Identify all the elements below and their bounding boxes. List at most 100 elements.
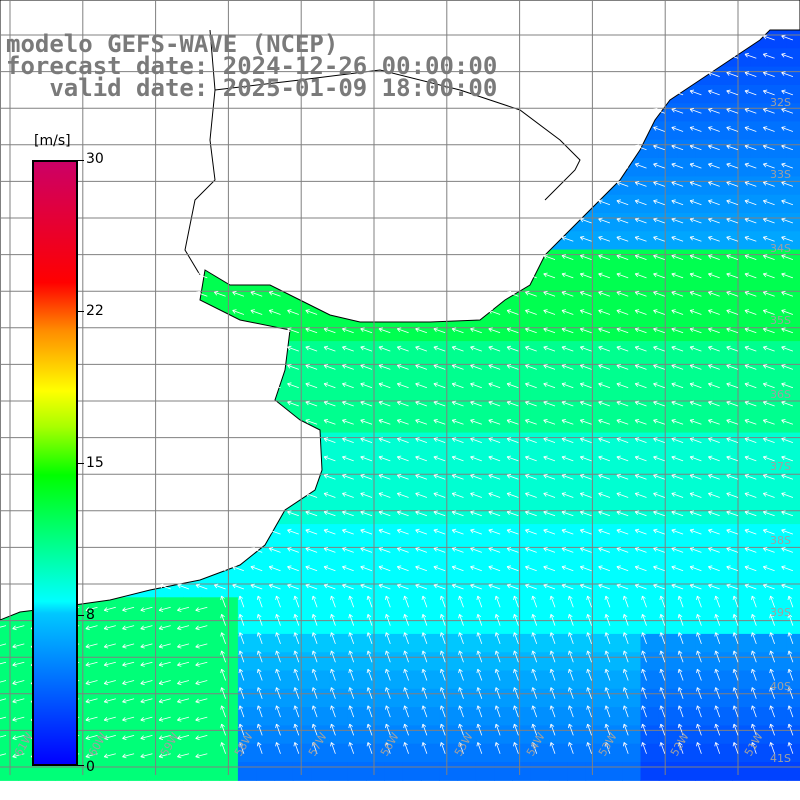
wind-speed-cell [603, 633, 623, 653]
wind-arrow [433, 455, 446, 462]
wind-speed-cell [658, 688, 678, 708]
wind-arrow [506, 473, 519, 480]
wind-speed-cell [475, 633, 495, 653]
wind-speed-cell [549, 688, 568, 708]
wind-speed-cell [457, 670, 477, 690]
wind-speed-cell [256, 652, 276, 672]
wind-speed-cell [658, 322, 678, 342]
wind-speed-cell [768, 286, 788, 306]
wind-arrow [543, 364, 556, 370]
wind-speed-cell [732, 121, 751, 141]
wind-speed-cell [677, 249, 696, 269]
wind-speed-cell [695, 158, 715, 177]
wind-speed-cell [366, 487, 385, 507]
wind-arrow [762, 217, 775, 224]
wind-speed-cell [237, 688, 257, 708]
wind-arrow [689, 89, 702, 96]
wind-speed-cell [530, 743, 550, 763]
wind-speed-cell [439, 707, 459, 726]
wind-arrow [470, 419, 482, 425]
wind-arrow [287, 309, 299, 315]
wind-speed-cell [677, 213, 696, 232]
wind-arrow [616, 473, 629, 480]
wind-arrow [488, 547, 501, 553]
wind-arrow [579, 528, 592, 535]
wind-speed-cell [732, 341, 751, 360]
wind-speed-cell [750, 194, 770, 214]
wind-speed-cell [494, 341, 513, 360]
wind-speed-cell [713, 139, 733, 159]
wind-speed-cell [640, 597, 660, 617]
wind-arrow [653, 492, 665, 498]
wind-arrow [140, 606, 153, 612]
wind-speed-cell [658, 579, 678, 598]
wind-arrow [744, 236, 757, 242]
wind-speed-cell [567, 322, 587, 342]
wind-speed-cell [329, 469, 349, 489]
wind-speed-cell [329, 396, 349, 415]
wind-speed-cell [311, 743, 330, 763]
wind-arrow [525, 272, 537, 279]
wind-speed-cell [549, 615, 568, 635]
wind-arrow [689, 217, 702, 224]
wind-arrow [762, 583, 775, 590]
wind-arrow [561, 419, 574, 425]
wind-speed-cell [695, 414, 715, 434]
wind-speed-cell [457, 524, 477, 543]
wind-speed-cell [750, 267, 770, 287]
wind-arrow [708, 382, 720, 389]
wind-speed-cell [713, 743, 733, 763]
wind-speed-cell [732, 139, 751, 159]
wind-arrow [671, 455, 684, 462]
wind-speed-cell [567, 414, 587, 434]
wind-arrow [323, 473, 336, 480]
wind-arrow [232, 309, 245, 315]
wind-speed-cell [530, 286, 550, 306]
wind-speed-cell [366, 396, 385, 415]
wind-arrow [726, 528, 739, 535]
wind-speed-cell [677, 432, 696, 452]
wind-speed-cell [549, 359, 568, 379]
wind-speed-cell [585, 762, 605, 781]
wind-speed-cell [640, 231, 660, 251]
wind-speed-cell [567, 542, 587, 562]
wind-speed-cell [713, 377, 733, 397]
wind-speed-cell [640, 341, 660, 360]
wind-arrow [671, 473, 684, 480]
coastline [0, 0, 800, 621]
wind-arrow [342, 364, 354, 370]
wind-arrow [671, 272, 684, 279]
wind-arrow [708, 455, 720, 462]
wind-speed-cell [512, 762, 532, 781]
wind-speed-cell [439, 725, 459, 745]
wind-speed-cell [622, 560, 642, 580]
wind-arrow [396, 419, 409, 425]
wind-arrow [451, 400, 464, 407]
wind-speed-cell [713, 670, 733, 690]
wind-speed-cell [183, 762, 202, 781]
wind-speed-cell [384, 743, 404, 763]
lat-label: 38S [770, 534, 791, 547]
wind-speed-cell [494, 707, 513, 726]
wind-speed-cell [311, 524, 330, 543]
wind-speed-cell [274, 579, 294, 598]
wind-arrow [506, 492, 519, 498]
wind-speed-cell [786, 633, 800, 653]
wind-arrow [762, 272, 775, 279]
wind-arrow [396, 400, 409, 407]
wind-arrow [781, 162, 794, 169]
wind-speed-cell [677, 139, 696, 159]
wind-speed-cell [603, 414, 623, 434]
wind-speed-cell [494, 377, 513, 397]
wind-speed-cell [713, 84, 733, 104]
wind-speed-cell [658, 633, 678, 653]
wind-speed-cell [585, 286, 605, 306]
wind-arrow [525, 364, 537, 370]
wind-speed-cell [420, 322, 440, 342]
wind-speed-cell [0, 762, 19, 781]
wind-vector-arrows [0, 34, 794, 759]
wind-arrow [195, 606, 208, 612]
wind-speed-cell [677, 688, 696, 708]
wind-speed-cell [311, 396, 330, 415]
